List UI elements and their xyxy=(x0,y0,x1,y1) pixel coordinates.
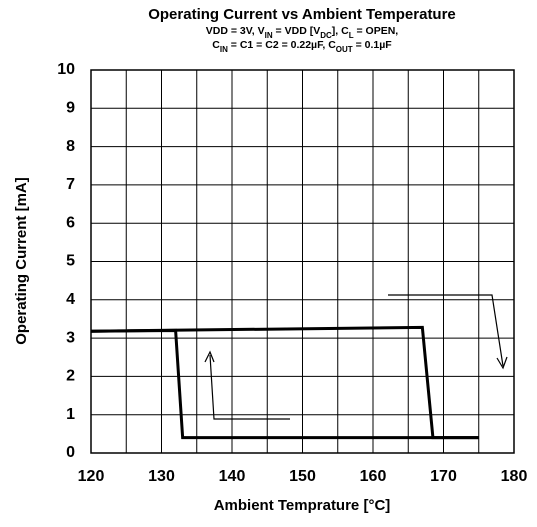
y-tick-label: 0 xyxy=(66,444,75,461)
y-tick-label: 4 xyxy=(66,291,75,308)
x-tick-label: 170 xyxy=(430,468,457,485)
arrow-up xyxy=(209,354,290,420)
x-tick-label: 150 xyxy=(289,468,316,485)
chart-subtitle: CIN = C1 = C2 = 0.22µF, COUT = 0.1µF xyxy=(212,39,392,54)
plot-border xyxy=(90,69,515,454)
subtitle-text: = 0.1µF xyxy=(353,39,393,51)
subscript: OUT xyxy=(336,45,353,54)
y-tick-label: 8 xyxy=(66,138,75,155)
arrow-head xyxy=(496,356,508,370)
y-tick-label: 2 xyxy=(66,368,75,385)
y-axis-label: Operating Current [mA] xyxy=(13,177,30,345)
x-tick-label: 130 xyxy=(148,468,175,485)
subtitle-text: = C1 = C2 = 0.22µF, C xyxy=(228,39,336,51)
subtitle-text: = VDD [V xyxy=(273,25,321,37)
y-tick-label: 10 xyxy=(57,61,75,78)
arrow-down xyxy=(388,294,504,367)
subscript: IN xyxy=(265,31,273,40)
y-tick-label: 5 xyxy=(66,253,75,270)
x-tick-label: 160 xyxy=(360,468,387,485)
x-tick-label: 120 xyxy=(78,468,105,485)
subscript: IN xyxy=(220,45,228,54)
x-tick-label: 140 xyxy=(219,468,246,485)
chart-subtitle: VDD = 3V, VIN = VDD [VDC], CL = OPEN, xyxy=(206,25,399,40)
arrow-head xyxy=(204,350,215,363)
y-tick-label: 9 xyxy=(66,100,75,117)
subtitle-text: = OPEN, xyxy=(354,25,399,37)
data-line xyxy=(90,328,479,440)
subtitle-text: VDD = 3V, V xyxy=(206,25,265,37)
x-axis-label: Ambient Temprature [°C] xyxy=(214,497,391,514)
annotation-arrows xyxy=(204,294,508,420)
subscript: DC xyxy=(320,31,332,40)
chart-title: Operating Current vs Ambient Temperature xyxy=(148,6,456,23)
y-tick-label: 1 xyxy=(66,406,75,423)
data-line xyxy=(90,325,479,440)
subtitle-text: C xyxy=(212,39,220,51)
subtitle-text: ], C xyxy=(332,25,349,37)
y-tick-label: 6 xyxy=(66,214,75,231)
y-tick-label: 3 xyxy=(66,329,75,346)
y-tick-label: 7 xyxy=(66,176,75,193)
x-tick-label: 180 xyxy=(501,468,528,485)
subscript: L xyxy=(349,31,354,40)
